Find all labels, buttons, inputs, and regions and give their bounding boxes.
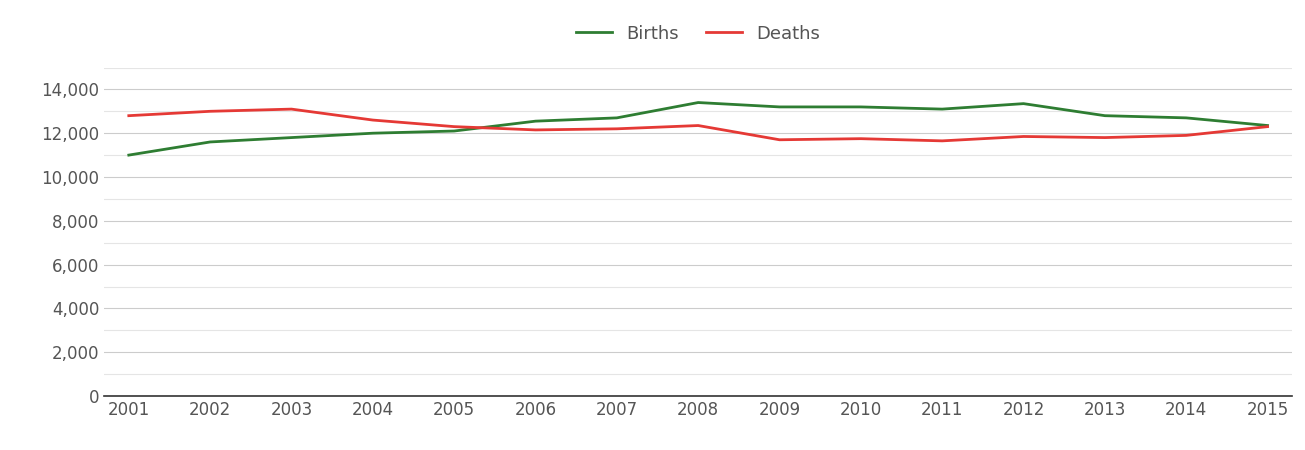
Deaths <box>1098 135 1113 140</box>
Births <box>690 100 706 105</box>
Births <box>771 104 787 110</box>
Deaths <box>527 127 543 133</box>
Births <box>853 104 869 110</box>
Deaths <box>1178 133 1194 138</box>
Births <box>121 153 137 158</box>
Births <box>365 130 381 136</box>
Deaths <box>202 108 218 114</box>
Births <box>527 118 543 124</box>
Births <box>1098 113 1113 118</box>
Line: Births: Births <box>129 103 1267 155</box>
Deaths <box>283 106 299 112</box>
Deaths <box>365 117 381 123</box>
Births <box>1178 115 1194 121</box>
Births <box>934 106 950 112</box>
Deaths <box>853 136 869 141</box>
Deaths <box>1015 134 1031 139</box>
Births <box>609 115 625 121</box>
Deaths <box>934 138 950 144</box>
Deaths <box>771 137 787 143</box>
Line: Deaths: Deaths <box>129 109 1267 141</box>
Births <box>283 135 299 140</box>
Deaths <box>1259 124 1275 129</box>
Births <box>1259 123 1275 128</box>
Deaths <box>609 126 625 131</box>
Deaths <box>121 113 137 118</box>
Births <box>1015 101 1031 106</box>
Births <box>446 128 462 134</box>
Deaths <box>446 124 462 129</box>
Deaths <box>690 123 706 128</box>
Births <box>202 139 218 144</box>
Legend: Births, Deaths: Births, Deaths <box>569 18 827 50</box>
